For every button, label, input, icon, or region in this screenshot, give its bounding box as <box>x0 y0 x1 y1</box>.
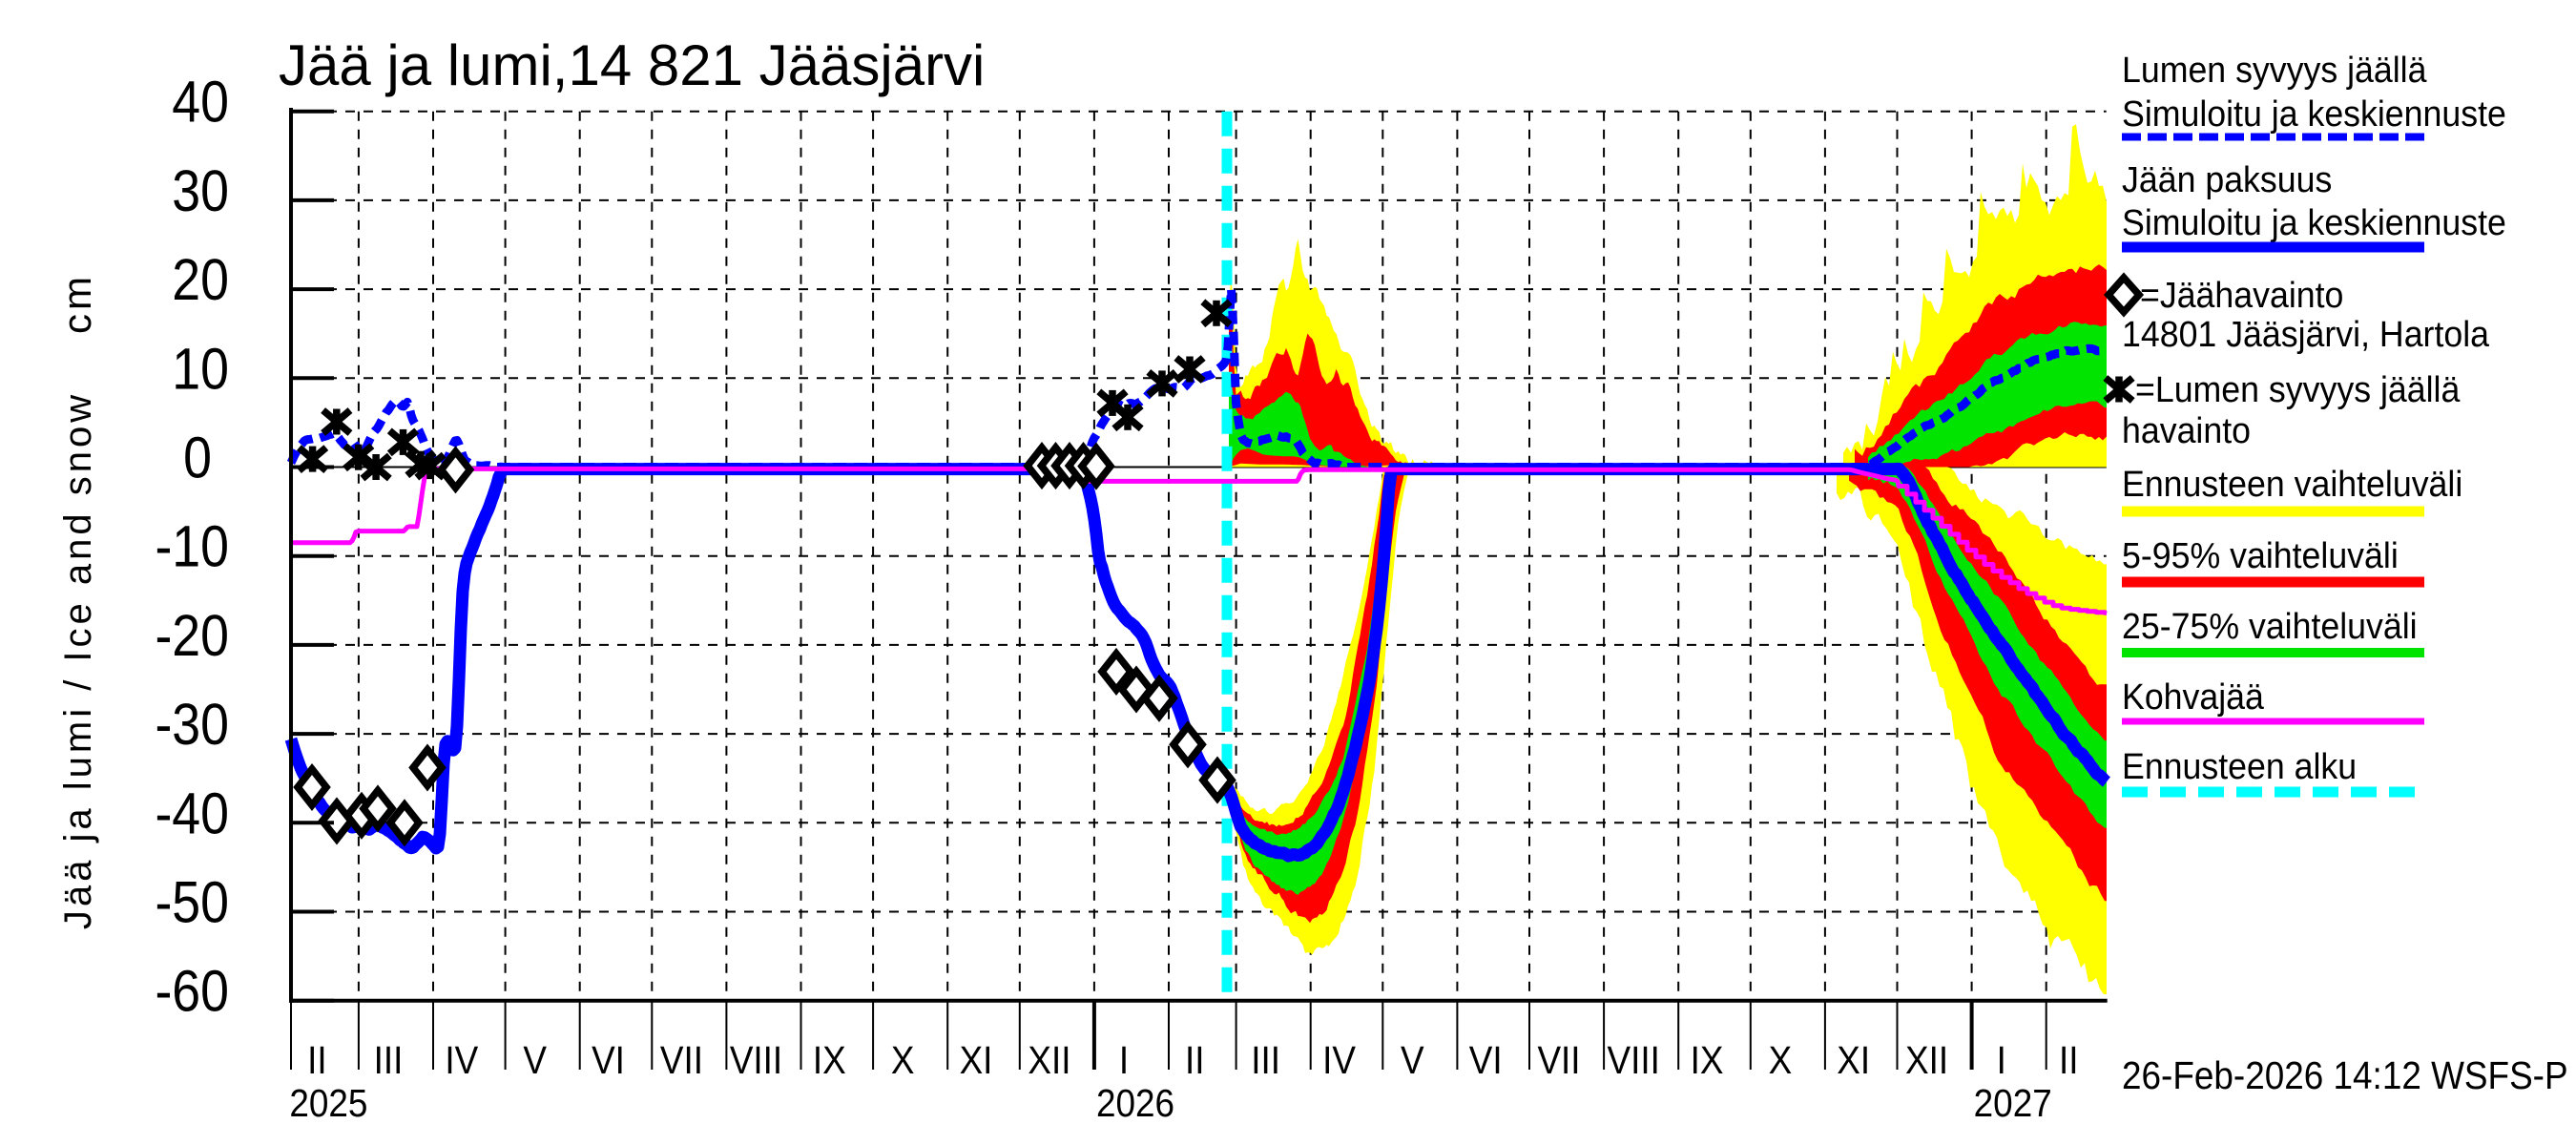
svg-text:5-95% vaihteluväli: 5-95% vaihteluväli <box>2122 535 2399 575</box>
svg-text:XI: XI <box>960 1039 993 1082</box>
svg-text:V: V <box>1401 1039 1424 1082</box>
svg-text:XII: XII <box>1028 1039 1070 1082</box>
svg-text:I: I <box>1997 1039 2006 1082</box>
svg-text:IX: IX <box>1691 1039 1724 1082</box>
svg-text:IX: IX <box>813 1039 846 1082</box>
svg-text:havainto: havainto <box>2122 410 2251 450</box>
svg-text:30: 30 <box>172 159 229 224</box>
svg-text:VII: VII <box>1537 1039 1580 1082</box>
svg-text:-60: -60 <box>155 960 229 1025</box>
svg-text:VIII: VIII <box>730 1039 782 1082</box>
svg-text:cm: cm <box>54 273 99 334</box>
svg-text:2026: 2026 <box>1096 1082 1174 1125</box>
svg-text:IV: IV <box>1322 1039 1356 1082</box>
svg-text:II: II <box>1185 1039 1205 1082</box>
svg-text:I: I <box>1119 1039 1129 1082</box>
svg-text:VIII: VIII <box>1608 1039 1660 1082</box>
svg-text:20: 20 <box>172 248 229 313</box>
svg-text:Kohvajää: Kohvajää <box>2122 677 2264 717</box>
svg-text:Jää ja lumi / Ice and snow: Jää ja lumi / Ice and snow <box>57 391 99 929</box>
svg-text:2025: 2025 <box>289 1082 367 1125</box>
svg-text:II: II <box>2059 1039 2079 1082</box>
svg-text:X: X <box>1769 1039 1793 1082</box>
svg-text:Simuloitu ja keskiennuste: Simuloitu ja keskiennuste <box>2122 94 2506 134</box>
svg-text:10: 10 <box>172 337 229 402</box>
svg-text:Simuloitu ja keskiennuste: Simuloitu ja keskiennuste <box>2122 202 2506 242</box>
svg-text:VI: VI <box>592 1039 625 1082</box>
svg-text:0: 0 <box>183 426 212 490</box>
svg-text:2027: 2027 <box>1974 1082 2052 1125</box>
svg-text:Jää ja lumi,14 821 Jääsjärvi: Jää ja lumi,14 821 Jääsjärvi <box>279 33 985 97</box>
svg-text:-10: -10 <box>155 515 229 580</box>
svg-text:=Jäähavainto: =Jäähavainto <box>2140 275 2343 315</box>
svg-text:IV: IV <box>445 1039 478 1082</box>
svg-text:Ennusteen vaihteluväli: Ennusteen vaihteluväli <box>2122 464 2462 504</box>
svg-text:-30: -30 <box>155 693 229 758</box>
svg-text:II: II <box>307 1039 327 1082</box>
svg-text:14801 Jääsjärvi, Hartola: 14801 Jääsjärvi, Hartola <box>2122 314 2489 354</box>
svg-text:XI: XI <box>1837 1039 1870 1082</box>
svg-text:=Lumen syvyys jäällä: =Lumen syvyys jäällä <box>2135 369 2461 409</box>
svg-text:40: 40 <box>172 71 229 135</box>
svg-text:Jään paksuus: Jään paksuus <box>2122 159 2332 199</box>
svg-text:XII: XII <box>1905 1039 1948 1082</box>
svg-text:25-75% vaihteluväli: 25-75% vaihteluväli <box>2122 606 2418 646</box>
svg-text:-20: -20 <box>155 604 229 669</box>
svg-text:III: III <box>1251 1039 1280 1082</box>
svg-text:-40: -40 <box>155 781 229 846</box>
svg-text:26-Feb-2026 14:12 WSFS-P: 26-Feb-2026 14:12 WSFS-P <box>2122 1054 2568 1097</box>
svg-text:Ennusteen alku: Ennusteen alku <box>2122 746 2357 786</box>
svg-text:III: III <box>374 1039 404 1082</box>
svg-text:VI: VI <box>1469 1039 1503 1082</box>
svg-text:VII: VII <box>660 1039 703 1082</box>
svg-text:V: V <box>523 1039 547 1082</box>
svg-text:X: X <box>891 1039 915 1082</box>
svg-text:Lumen syvyys jäällä: Lumen syvyys jäällä <box>2122 50 2427 90</box>
svg-text:-50: -50 <box>155 870 229 935</box>
